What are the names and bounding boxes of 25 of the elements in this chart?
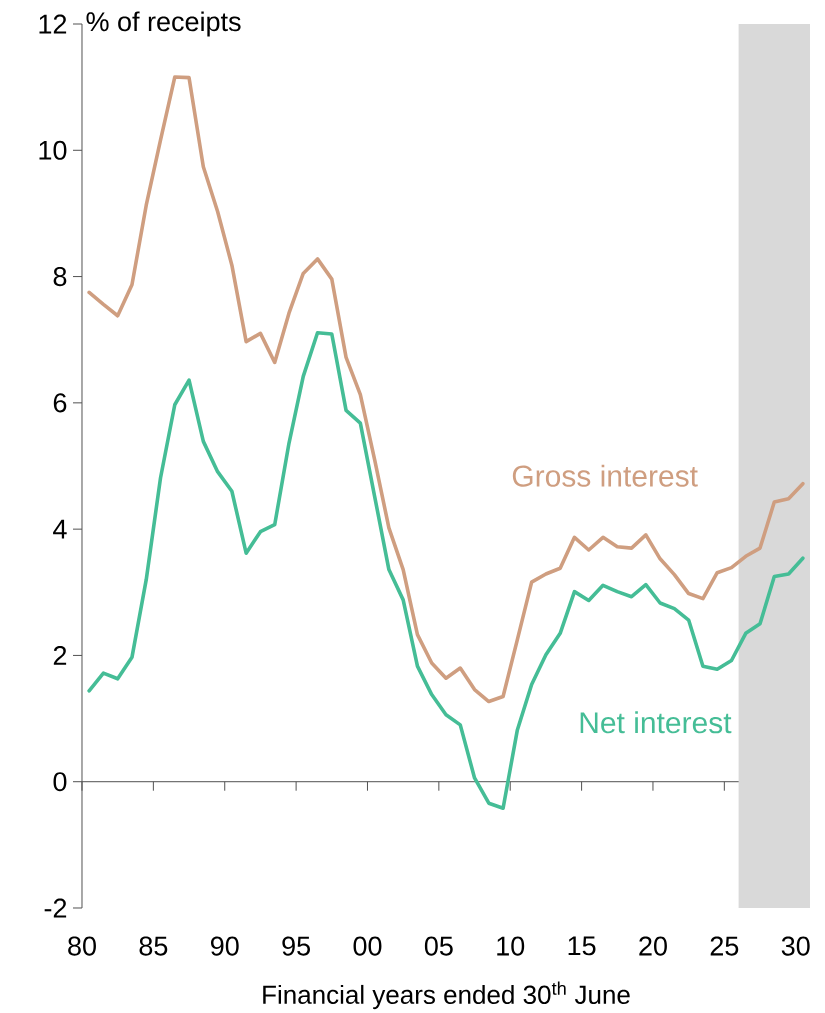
- x-tick-label: 30: [781, 936, 810, 956]
- series-label: Net interest: [580, 711, 732, 734]
- line-series: [87, 330, 805, 811]
- x-tick-label: 05: [424, 936, 453, 956]
- x-tick-label: 00: [353, 936, 382, 956]
- x-tick-label: 90: [211, 936, 239, 956]
- y-tick-label: 12: [39, 14, 67, 34]
- x-tick-label: 20: [639, 936, 667, 956]
- y-tick-label: 10: [39, 140, 67, 160]
- line-series: [87, 75, 805, 704]
- x-tick-label: 85: [139, 936, 168, 956]
- y-tick-label: 2: [53, 646, 67, 665]
- x-axis-title: Financial years ended 30$^{th}$ June: [263, 981, 630, 1010]
- x-tick-label: 10: [497, 936, 525, 956]
- text: Gross interest: [512, 464, 698, 487]
- y-tick-label: 8: [53, 267, 67, 287]
- x-tick-label: 25: [710, 936, 739, 956]
- y-tick-label: -2: [44, 898, 67, 918]
- y-axis-title: % of receipts: [86, 11, 241, 37]
- y-tick-label: 6: [53, 393, 67, 413]
- x-tick-label: 80: [68, 936, 96, 956]
- y-tick-label: 0: [53, 772, 67, 792]
- x-tick-label: 95: [282, 936, 310, 956]
- y-tick-label: 4: [53, 519, 67, 539]
- x-tick-label: 15: [568, 936, 596, 956]
